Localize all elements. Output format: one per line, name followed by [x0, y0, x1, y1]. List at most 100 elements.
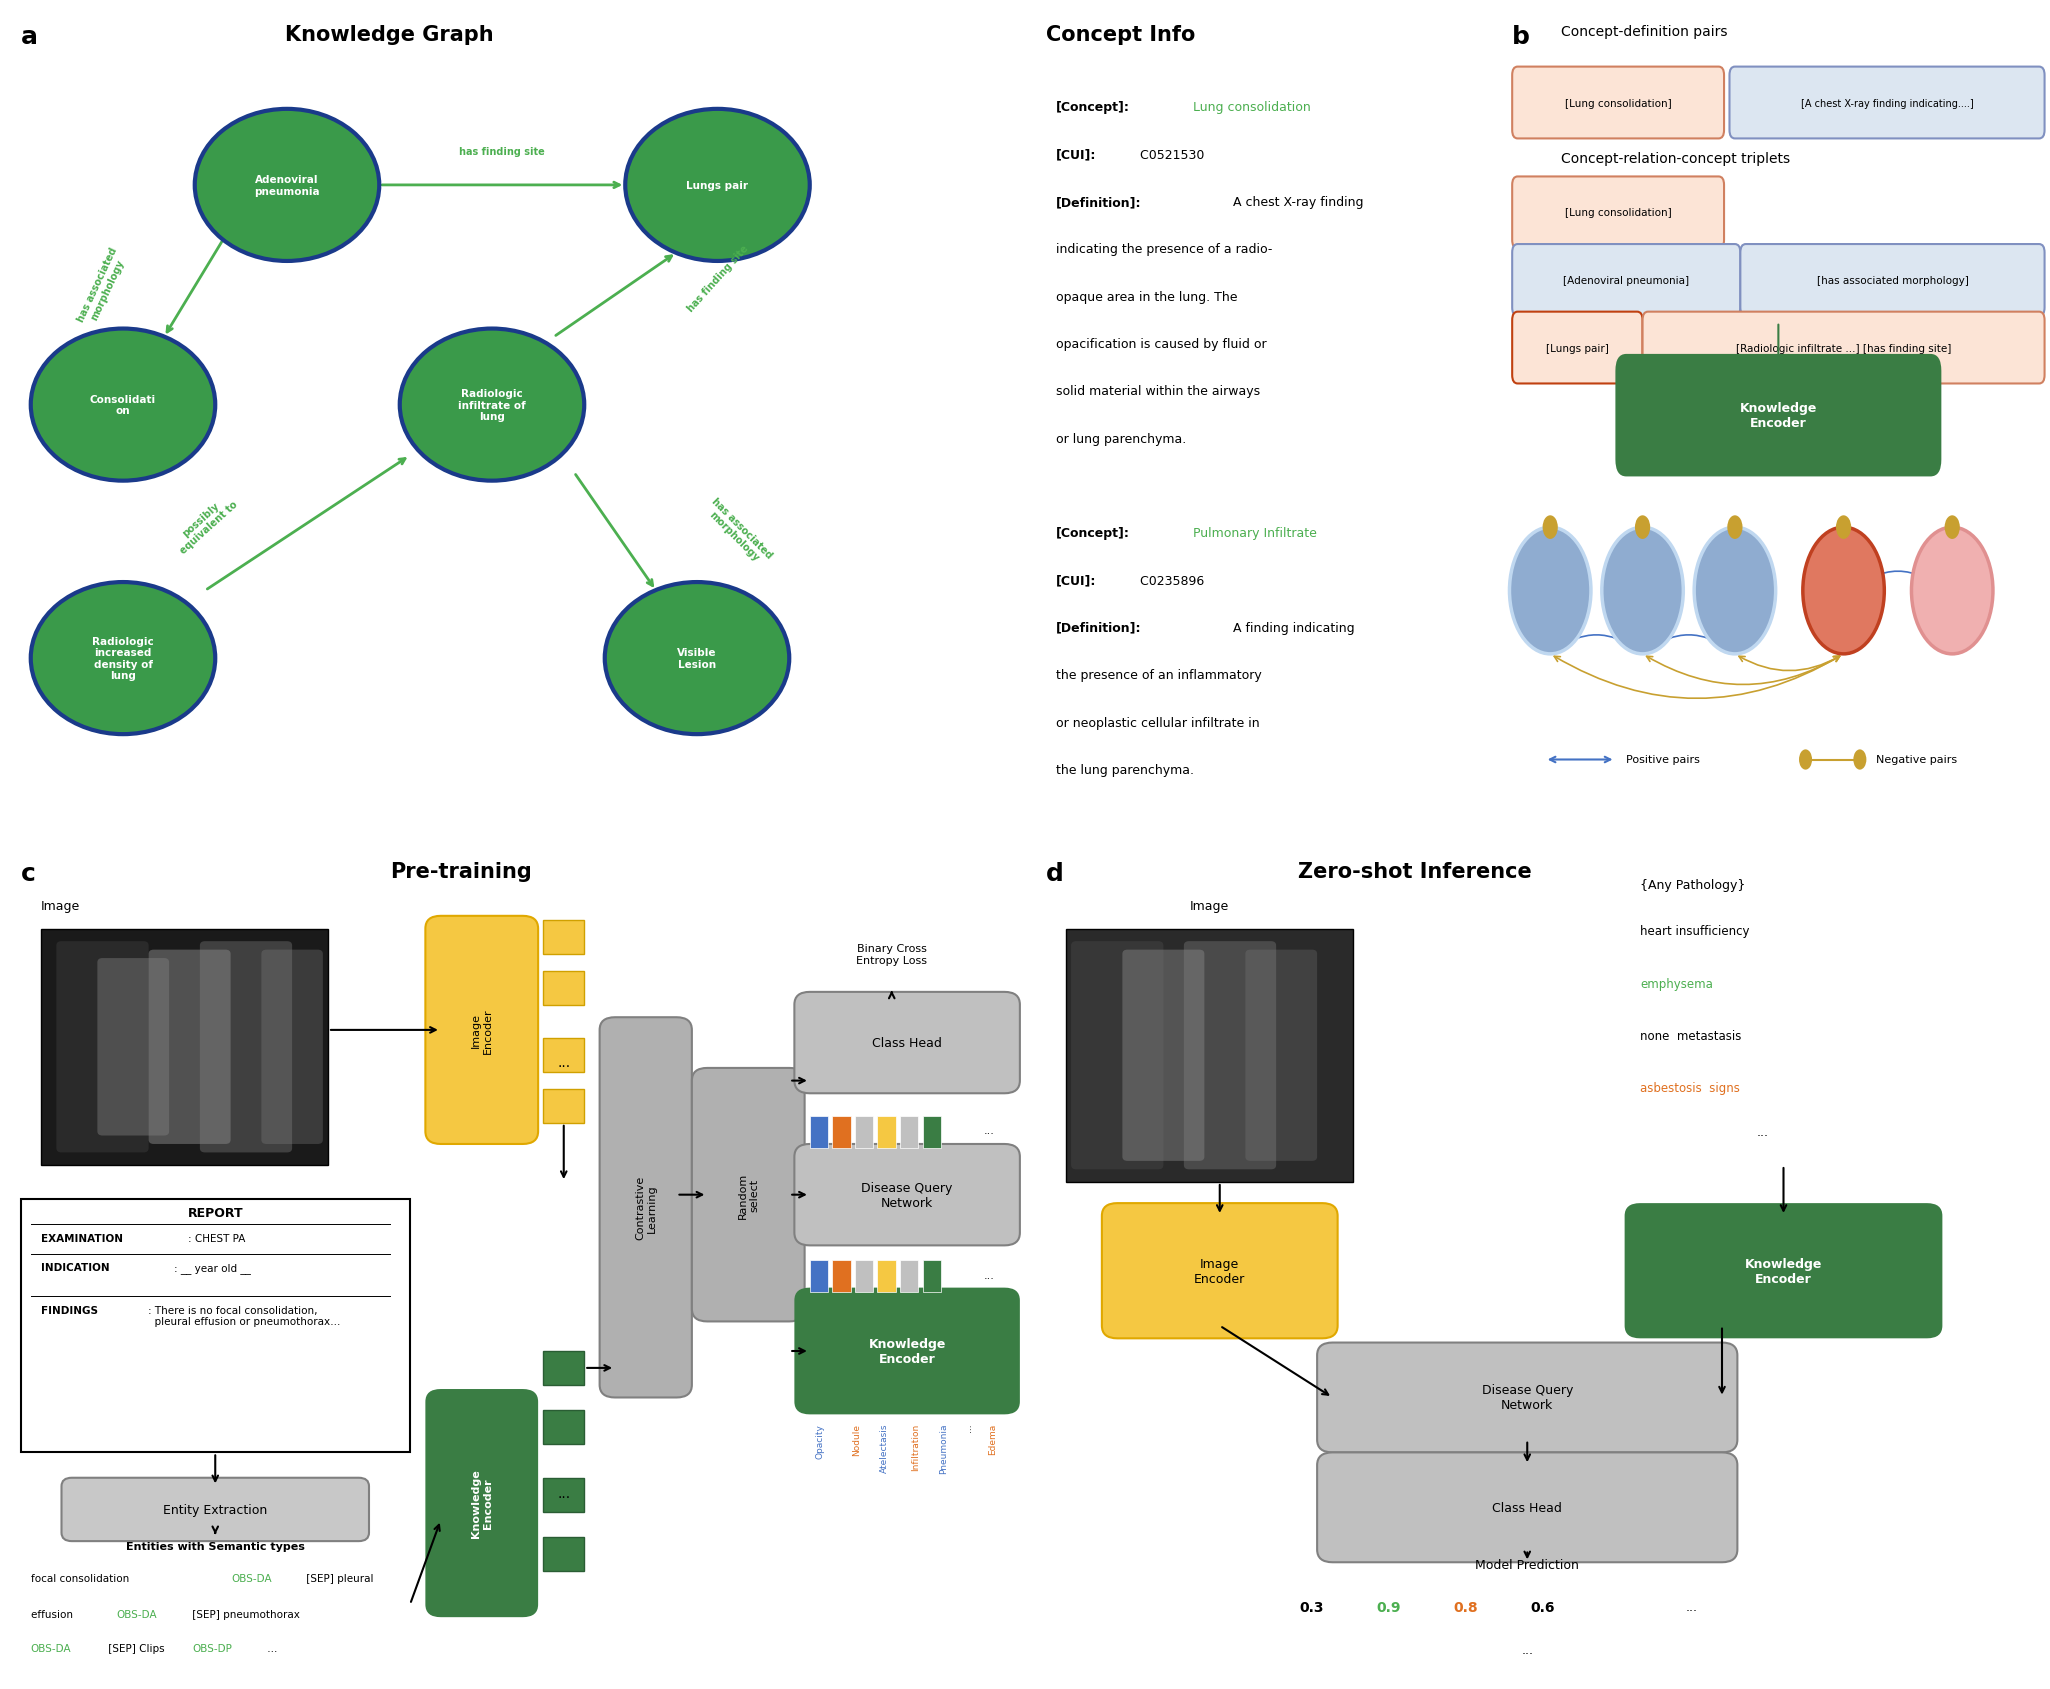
FancyBboxPatch shape	[201, 941, 293, 1152]
Text: INDICATION: INDICATION	[41, 1263, 109, 1272]
Text: emphysema: emphysema	[1640, 976, 1714, 990]
FancyBboxPatch shape	[57, 941, 148, 1152]
Text: Nodule: Nodule	[853, 1422, 861, 1454]
Text: [Concept]:: [Concept]:	[1056, 101, 1130, 115]
Text: Model Prediction: Model Prediction	[1476, 1557, 1578, 1571]
FancyBboxPatch shape	[1103, 1203, 1337, 1338]
FancyBboxPatch shape	[599, 1017, 691, 1398]
FancyBboxPatch shape	[98, 959, 168, 1135]
Text: EXAMINATION: EXAMINATION	[41, 1233, 123, 1243]
Text: opaque area in the lung. The: opaque area in the lung. The	[1056, 291, 1238, 304]
Text: {Any Pathology}: {Any Pathology}	[1640, 878, 1745, 892]
Text: Class Head: Class Head	[1492, 1502, 1562, 1513]
FancyBboxPatch shape	[832, 1116, 851, 1149]
Text: A finding indicating: A finding indicating	[1228, 622, 1355, 635]
FancyBboxPatch shape	[41, 929, 328, 1165]
Text: indicating the presence of a radio-: indicating the presence of a radio-	[1056, 243, 1273, 257]
Text: ...: ...	[558, 1486, 570, 1500]
Text: d: d	[1046, 861, 1064, 885]
FancyBboxPatch shape	[543, 971, 584, 1005]
FancyBboxPatch shape	[1513, 245, 1740, 318]
Circle shape	[625, 110, 810, 262]
Text: Concept-definition pairs: Concept-definition pairs	[1562, 25, 1728, 39]
FancyBboxPatch shape	[1316, 1453, 1738, 1562]
Text: a: a	[20, 25, 37, 49]
FancyBboxPatch shape	[262, 949, 324, 1145]
Text: Binary Cross
Entropy Loss: Binary Cross Entropy Loss	[857, 944, 927, 964]
Text: Negative pairs: Negative pairs	[1876, 755, 1958, 765]
FancyBboxPatch shape	[900, 1116, 918, 1149]
Text: ...: ...	[964, 1422, 974, 1432]
Text: opacification is caused by fluid or: opacification is caused by fluid or	[1056, 338, 1267, 351]
Text: ...: ...	[984, 1125, 994, 1135]
Text: Image: Image	[1189, 899, 1230, 912]
Text: Image
Encoder: Image Encoder	[1193, 1257, 1246, 1285]
FancyBboxPatch shape	[62, 1478, 369, 1540]
Text: Entity Extraction: Entity Extraction	[164, 1503, 266, 1515]
Text: ...: ...	[984, 1270, 994, 1280]
Text: [CUI]:: [CUI]:	[1056, 149, 1097, 162]
Text: ...: ...	[1685, 1601, 1697, 1613]
Text: the lung parenchyma.: the lung parenchyma.	[1056, 763, 1193, 777]
Text: [CUI]:: [CUI]:	[1056, 574, 1097, 588]
Circle shape	[1509, 527, 1591, 655]
FancyBboxPatch shape	[922, 1260, 941, 1292]
Text: Concept Info: Concept Info	[1046, 25, 1195, 46]
Text: asbestosis  signs: asbestosis signs	[1640, 1083, 1740, 1094]
Circle shape	[1542, 517, 1558, 540]
FancyBboxPatch shape	[1513, 312, 1642, 385]
FancyBboxPatch shape	[855, 1116, 873, 1149]
Text: heart insufficiency: heart insufficiency	[1640, 926, 1749, 937]
FancyBboxPatch shape	[543, 1039, 584, 1073]
Circle shape	[400, 329, 584, 481]
Text: b: b	[1513, 25, 1529, 49]
Text: focal consolidation: focal consolidation	[31, 1574, 133, 1583]
Circle shape	[1802, 527, 1884, 655]
FancyBboxPatch shape	[1624, 1203, 1943, 1338]
Text: has finding site: has finding site	[459, 147, 545, 157]
Circle shape	[1837, 517, 1851, 540]
FancyBboxPatch shape	[795, 991, 1021, 1094]
Text: Knowledge
Encoder: Knowledge Encoder	[1740, 402, 1816, 429]
Text: c: c	[20, 861, 35, 885]
Circle shape	[1728, 517, 1742, 540]
Text: C0235896: C0235896	[1136, 574, 1203, 588]
Text: C0521530: C0521530	[1136, 149, 1203, 162]
FancyBboxPatch shape	[426, 915, 537, 1145]
Text: or neoplastic cellular infiltrate in: or neoplastic cellular infiltrate in	[1056, 716, 1259, 730]
Circle shape	[1853, 750, 1866, 770]
Text: [SEP] Clips: [SEP] Clips	[105, 1642, 168, 1652]
FancyBboxPatch shape	[1615, 355, 1941, 476]
Text: Pneumonia: Pneumonia	[939, 1422, 949, 1473]
Text: OBS-DA: OBS-DA	[31, 1642, 72, 1652]
Circle shape	[1800, 750, 1812, 770]
Text: Lung consolidation: Lung consolidation	[1189, 101, 1310, 115]
Text: 0.8: 0.8	[1453, 1601, 1478, 1615]
FancyBboxPatch shape	[1185, 941, 1275, 1169]
FancyBboxPatch shape	[922, 1116, 941, 1149]
FancyBboxPatch shape	[1513, 177, 1724, 248]
Text: ...: ...	[264, 1642, 279, 1652]
FancyBboxPatch shape	[900, 1260, 918, 1292]
Text: Atelectasis: Atelectasis	[879, 1422, 890, 1473]
Text: Knowledge
Encoder: Knowledge Encoder	[472, 1469, 492, 1537]
Circle shape	[1601, 527, 1683, 655]
Text: Radiologic
infiltrate of
lung: Radiologic infiltrate of lung	[457, 388, 527, 422]
Text: possibly
equivalent to: possibly equivalent to	[170, 491, 240, 556]
Circle shape	[605, 583, 789, 735]
Text: Infiltration: Infiltration	[910, 1422, 920, 1469]
Text: ...: ...	[1757, 1127, 1769, 1138]
Text: [Lung consolidation]: [Lung consolidation]	[1564, 208, 1671, 218]
FancyBboxPatch shape	[426, 1388, 537, 1618]
Text: Class Head: Class Head	[871, 1037, 943, 1049]
Text: [A chest X-ray finding indicating....]: [A chest X-ray finding indicating....]	[1800, 98, 1974, 108]
FancyBboxPatch shape	[1070, 941, 1164, 1169]
FancyBboxPatch shape	[810, 1260, 828, 1292]
Text: Disease Query
Network: Disease Query Network	[1482, 1383, 1572, 1412]
Text: none  metastasis: none metastasis	[1640, 1030, 1740, 1042]
Text: OBS-DA: OBS-DA	[232, 1574, 273, 1583]
Text: has associated
morphology: has associated morphology	[701, 495, 775, 569]
Text: Knowledge Graph: Knowledge Graph	[285, 25, 494, 46]
Text: effusion: effusion	[31, 1608, 76, 1618]
Circle shape	[31, 329, 215, 481]
